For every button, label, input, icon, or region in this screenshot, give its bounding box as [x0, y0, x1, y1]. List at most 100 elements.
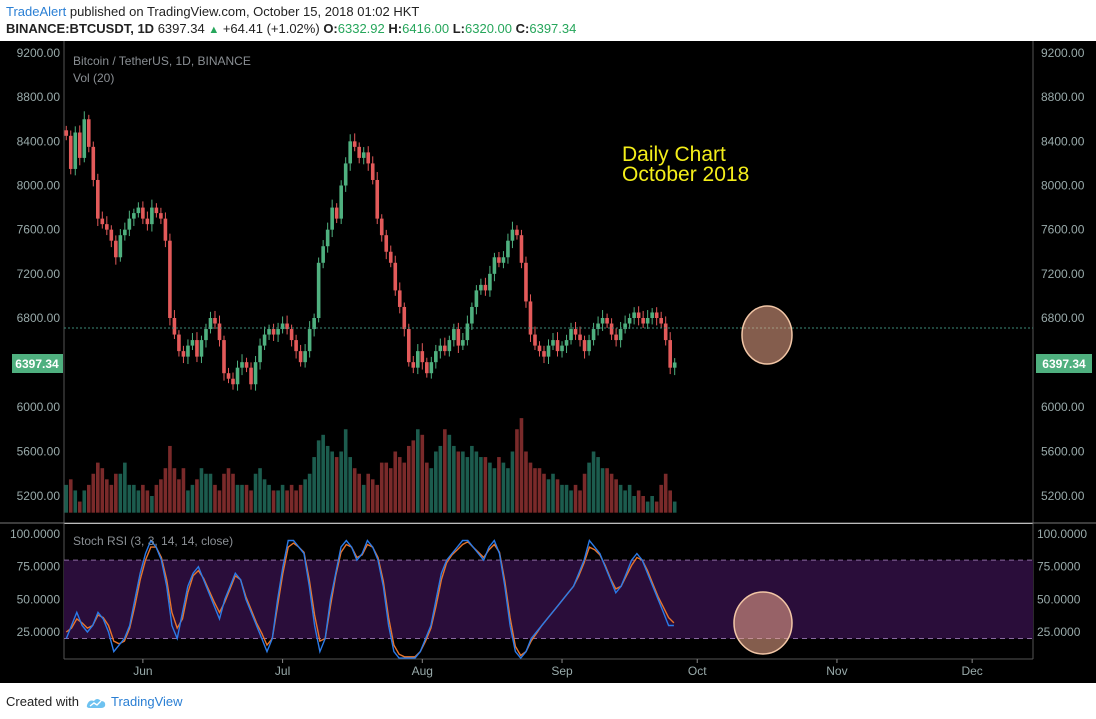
candle-body: [447, 340, 452, 352]
price-chart[interactable]: 9200.00 9200.00 8800.00 8800.00 8400.00 8400.…: [0, 41, 1096, 688]
close-value: 6397.34: [529, 21, 577, 36]
left-axis-bg: [0, 41, 64, 659]
candle-body: [366, 152, 371, 164]
volume-bar: [596, 457, 600, 513]
candle-body: [406, 329, 411, 363]
candle-body: [650, 312, 654, 318]
rsi-tick-label-right: 100.0000: [1037, 527, 1087, 541]
candle-body: [127, 218, 132, 230]
candle-body: [289, 329, 294, 341]
candle-body: [452, 329, 456, 341]
volume-bar: [587, 462, 591, 513]
candle-body: [168, 240, 172, 318]
highlight-circle-rsi: [733, 591, 793, 655]
price-tick-label-left: 6800.00: [17, 311, 61, 325]
candle-body: [276, 329, 280, 335]
last-price: 6397.34: [157, 21, 205, 36]
open-label: O:: [323, 21, 338, 36]
candle-body: [393, 262, 398, 291]
candle-body: [569, 329, 573, 341]
candle-body: [370, 163, 375, 180]
rsi-band: [64, 560, 1033, 639]
candle-body: [546, 345, 551, 357]
volume-bar: [627, 484, 632, 513]
candle-body: [456, 329, 461, 346]
candle-body: [109, 229, 114, 241]
right-axis-bg: [1033, 41, 1096, 659]
author-link[interactable]: TradeAlert: [6, 4, 67, 19]
candle-body: [132, 213, 136, 219]
volume-bar: [366, 473, 371, 513]
volume-bar: [524, 451, 528, 513]
volume-bar: [82, 490, 87, 513]
candle-body: [479, 284, 483, 291]
candle-body: [181, 351, 186, 357]
volume-bar: [177, 479, 181, 513]
price-tick-label-left: 7600.00: [17, 223, 61, 237]
volume-bar: [411, 440, 416, 513]
up-arrow-icon: ▲: [208, 24, 220, 36]
candle-body: [100, 218, 105, 225]
candle-body: [321, 246, 325, 263]
candle-body: [429, 362, 434, 374]
candle-body: [339, 185, 343, 219]
price-tick-label-right: 8400.00: [1041, 134, 1085, 148]
candle-body: [208, 318, 213, 330]
candle-body: [659, 318, 663, 324]
volume-bar: [190, 484, 195, 513]
candle-body: [316, 262, 321, 318]
candle-body: [77, 132, 82, 158]
candle-body: [587, 340, 591, 352]
volume-bar: [86, 484, 91, 513]
volume-bar: [420, 434, 425, 513]
low-value: 6320.00: [465, 21, 513, 36]
rsi-tick-label-left: 75.0000: [17, 560, 61, 574]
candle-body: [240, 362, 244, 368]
price-tick-label-right: 9200.00: [1041, 46, 1085, 60]
candle-body: [434, 351, 438, 363]
candle-body: [303, 351, 307, 363]
candle-body: [68, 135, 73, 169]
candle-body: [267, 329, 271, 335]
volume-bar: [172, 468, 177, 513]
candle-body: [470, 306, 474, 324]
candle-body: [415, 351, 420, 368]
volume-bar: [136, 490, 141, 513]
volume-bar: [497, 457, 501, 513]
candle-body: [596, 323, 600, 330]
candle-body: [497, 257, 501, 263]
candle-body: [654, 312, 659, 318]
volume-bar: [614, 479, 618, 513]
rsi-label: Stoch RSI (3, 3, 14, 14, close): [73, 534, 233, 548]
candle-body: [465, 323, 470, 341]
volume-bar: [213, 484, 217, 513]
candle-body: [443, 345, 447, 352]
volume-bar: [123, 462, 127, 513]
volume-bar: [402, 462, 407, 513]
volume-bar: [425, 462, 429, 513]
volume-bar: [100, 468, 105, 513]
created-with-text: Created with: [6, 694, 79, 709]
candle-body: [636, 312, 641, 318]
rsi-tick-label-left: 100.0000: [10, 527, 60, 541]
volume-bar: [551, 473, 555, 513]
candle-body: [474, 290, 479, 307]
price-tick-label-right: 7600.00: [1041, 223, 1085, 237]
volume-label: Vol (20): [73, 71, 114, 85]
tradingview-logo-icon: [86, 698, 106, 708]
annotation-line-1: Daily Chart: [622, 143, 726, 166]
tradingview-brand-link[interactable]: TradingView: [110, 694, 183, 709]
candle-body: [461, 340, 465, 346]
last-price-badge-right: [1036, 354, 1092, 373]
volume-bar: [388, 468, 393, 513]
candle-body: [632, 312, 636, 318]
candle-body: [141, 207, 145, 219]
rsi-tick-label-right: 50.0000: [1037, 592, 1081, 606]
volume-bar: [375, 484, 380, 513]
volume-bar: [195, 479, 199, 513]
candle-body: [217, 323, 222, 341]
volume-bar: [186, 490, 190, 513]
candle-body: [488, 273, 492, 291]
volume-bar: [578, 490, 582, 513]
price-tick-label-right: 8800.00: [1041, 90, 1085, 104]
